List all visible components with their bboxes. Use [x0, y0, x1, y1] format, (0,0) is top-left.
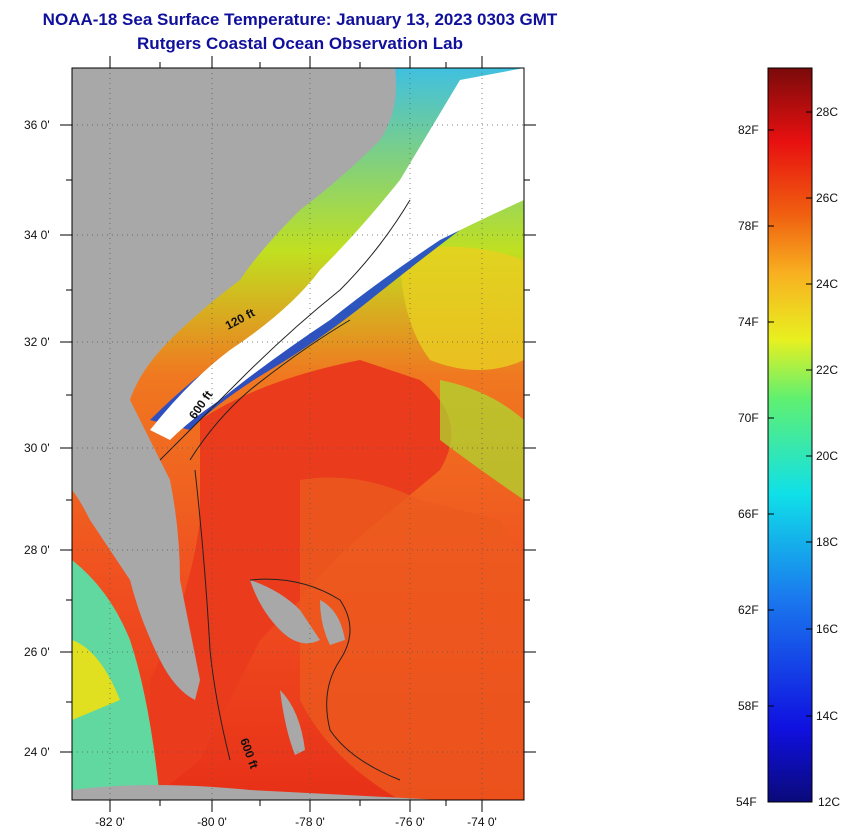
- lat-label-28: 28 0': [24, 543, 50, 557]
- lon-label-76: -76 0': [395, 815, 425, 829]
- land-bahamas-2: [320, 600, 345, 645]
- depth-contour-120ft: [159, 199, 411, 461]
- lat-label-34: 34 0': [24, 228, 50, 242]
- colorbar-label-58f: 58F: [738, 699, 759, 713]
- colorbar-label-62f: 62F: [738, 603, 759, 617]
- lon-label-80: -80 0': [197, 815, 227, 829]
- map-title: NOAA-18 Sea Surface Temperature: January…: [42, 10, 558, 29]
- lat-label-26: 26 0': [24, 645, 50, 659]
- colorbar-label-20c: 20C: [816, 449, 838, 463]
- colorbar-label-66f: 66F: [738, 507, 759, 521]
- map-minor-ticks: [66, 62, 530, 806]
- colorbar-label-54f: 54F: [736, 795, 757, 809]
- map-frame: [71, 67, 525, 801]
- map-subtitle: Rutgers Coastal Ocean Observation Lab: [137, 34, 463, 53]
- colorbar-label-18c: 18C: [816, 535, 838, 549]
- lat-label-32: 32 0': [24, 335, 50, 349]
- colorbar-label-22c: 22C: [816, 363, 838, 377]
- land-bahamas-3: [280, 690, 305, 755]
- mild-water-patch: [400, 246, 524, 370]
- lat-label-24: 24 0': [24, 745, 50, 759]
- gulf-shelf-water: [72, 560, 160, 800]
- lat-label-30: 30 0': [24, 441, 50, 455]
- lon-label-78: -78 0': [295, 815, 325, 829]
- land-mainland: [72, 68, 396, 700]
- lon-label-74: -74 0': [467, 815, 497, 829]
- color-bar-ticks: [768, 111, 812, 717]
- cloud-cover: [150, 68, 524, 440]
- depth-contour-bahamas: [249, 578, 401, 781]
- lat-label-36: 36 0': [24, 118, 50, 132]
- colorbar-label-74f: 74F: [738, 315, 759, 329]
- colorbar-label-82f: 82F: [738, 123, 759, 137]
- colorbar-label-12c: 12C: [818, 795, 840, 809]
- land-bahamas-1: [250, 580, 320, 644]
- colorbar-label-16c: 16C: [816, 622, 838, 636]
- colorbar-label-78f: 78F: [738, 219, 759, 233]
- map-plot-area: 120 ft 600 ft 600 ft: [72, 68, 524, 800]
- color-bar-gradient: [767, 67, 813, 803]
- colorbar-label-14c: 14C: [816, 709, 838, 723]
- gulf-shelf-yellow: [72, 640, 120, 720]
- colorbar-label-28c: 28C: [816, 105, 838, 119]
- depth-contour-600ft: [189, 319, 351, 461]
- map-gridlines: [72, 68, 524, 800]
- colorbar-label-24c: 24C: [816, 277, 838, 291]
- map-ticks: [60, 56, 536, 812]
- colorbar-label-26c: 26C: [816, 191, 838, 205]
- colorbar-label-70f: 70F: [738, 411, 759, 425]
- land-cuba: [72, 785, 440, 800]
- warm-water-region-east: [300, 477, 524, 800]
- mild-water-patch-2: [440, 380, 524, 500]
- depth-contour-florida-shelf: [194, 469, 231, 761]
- lon-label-82: -82 0': [95, 815, 125, 829]
- color-bar: 82F 78F 74F 70F 66F 62F 58F 54F 28C 26C …: [736, 67, 840, 809]
